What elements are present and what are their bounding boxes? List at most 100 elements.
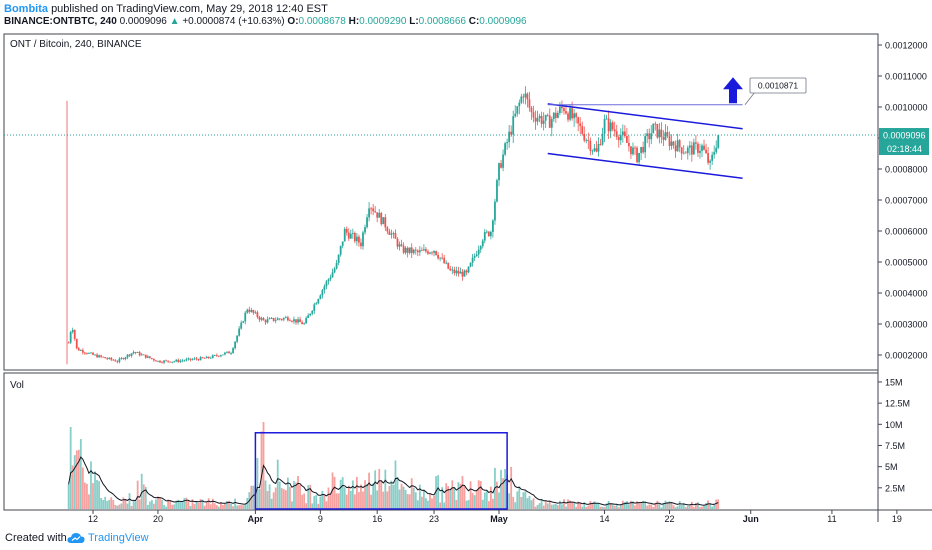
candle-body <box>422 249 425 251</box>
candle-body <box>248 309 251 312</box>
volume-bar <box>309 484 312 509</box>
candle-body <box>402 245 405 253</box>
candle-body <box>100 355 103 357</box>
volume-bar <box>114 504 117 509</box>
volume-bar <box>546 503 549 509</box>
candle-body <box>179 360 182 362</box>
candle-body <box>256 312 259 318</box>
candle-body <box>282 317 285 320</box>
volume-bar <box>157 496 159 509</box>
volume-bar <box>270 498 273 509</box>
volume-bar <box>370 494 373 509</box>
last-price: 0.0009096 <box>119 16 167 27</box>
volume-bar <box>155 499 157 509</box>
candle-body <box>630 146 632 155</box>
candle-body <box>581 126 584 134</box>
candle-body <box>203 357 206 359</box>
candle-body <box>408 247 411 253</box>
candle-body <box>447 262 450 269</box>
candle-body <box>297 319 299 323</box>
candle-body <box>443 257 446 264</box>
volume-bar <box>88 494 90 509</box>
current-price-tag <box>879 128 929 143</box>
volume-bar <box>173 504 176 509</box>
volume-bar <box>293 480 295 509</box>
candle-body <box>329 277 332 280</box>
candle-body <box>197 359 200 361</box>
volume-bar <box>477 480 480 509</box>
volume-bar <box>676 506 679 509</box>
volume-bar <box>390 480 393 509</box>
candle-body <box>372 208 375 212</box>
candle-body <box>98 355 100 358</box>
volume-bar <box>678 501 681 509</box>
volume-bar <box>163 504 165 509</box>
volume-bar <box>571 502 573 509</box>
candle-body <box>272 317 275 321</box>
candle-body <box>274 320 277 321</box>
candle-body <box>262 318 265 321</box>
candle-body <box>242 321 245 323</box>
volume-bar <box>297 475 299 509</box>
candle-body <box>589 140 592 151</box>
volume-tick-label: 12.5M <box>885 399 910 409</box>
volume-bar <box>717 499 720 509</box>
volume-bar <box>433 495 435 509</box>
tradingview-brand-link[interactable]: TradingView <box>88 532 149 544</box>
volume-bar <box>690 501 693 509</box>
time-tick-label: 22 <box>665 514 675 524</box>
volume-bar <box>536 504 539 509</box>
change-value: +0.0000874 (+10.63%) <box>182 16 285 27</box>
volume-bar <box>666 502 669 509</box>
volume-bar <box>291 501 293 509</box>
volume-bar <box>445 483 448 509</box>
volume-bar <box>561 504 563 509</box>
candle-body <box>508 131 511 142</box>
volume-bar <box>615 504 618 509</box>
volume-bar <box>295 482 297 509</box>
candle-body <box>81 350 84 353</box>
candle-body <box>136 352 139 353</box>
candle-body <box>69 332 72 343</box>
volume-bar <box>492 498 494 509</box>
volume-bar <box>364 480 366 509</box>
volume-bar <box>607 500 610 509</box>
volume-bar <box>86 483 88 509</box>
drawing-overlays: 0.0010871 <box>254 77 807 510</box>
volume-bar <box>258 488 261 509</box>
candle-body <box>678 140 681 148</box>
volume-bar <box>325 501 328 509</box>
candle-body <box>211 355 214 358</box>
candle-body <box>153 358 155 361</box>
candle-body <box>636 147 638 163</box>
candle-body <box>715 147 718 153</box>
candle-body <box>540 116 543 124</box>
volume-bar <box>266 491 269 509</box>
candle-body <box>416 250 419 253</box>
candle-body <box>392 233 395 234</box>
volume-axis: 15M 12.5M 10M 7.5M 5M 2.5M <box>878 377 910 493</box>
volume-bar <box>414 492 417 509</box>
author-link[interactable]: Bombita <box>4 3 48 15</box>
volume-bar <box>146 504 149 509</box>
candle-body <box>561 106 563 109</box>
candle-body <box>382 217 385 225</box>
volume-bar <box>315 494 318 509</box>
candle-body <box>502 154 504 168</box>
volume-bar <box>542 505 545 509</box>
open-value: 0.0008678 <box>298 16 346 27</box>
candle-body <box>599 144 602 145</box>
candle-body <box>429 252 431 254</box>
candle-body <box>191 359 194 361</box>
candle-body <box>457 270 460 274</box>
candle-body <box>575 113 578 118</box>
candle-body <box>388 231 391 235</box>
volume-bar <box>323 495 326 509</box>
volume-bar <box>628 504 630 509</box>
volume-bar <box>213 503 216 509</box>
volume-bar <box>378 468 381 509</box>
price-chart[interactable]: ONT / Bitcoin, 240, BINANCE Vol 0.001200… <box>0 0 932 526</box>
volume-bar <box>209 504 212 509</box>
candle-body <box>266 319 269 323</box>
volume-bar <box>368 472 370 509</box>
